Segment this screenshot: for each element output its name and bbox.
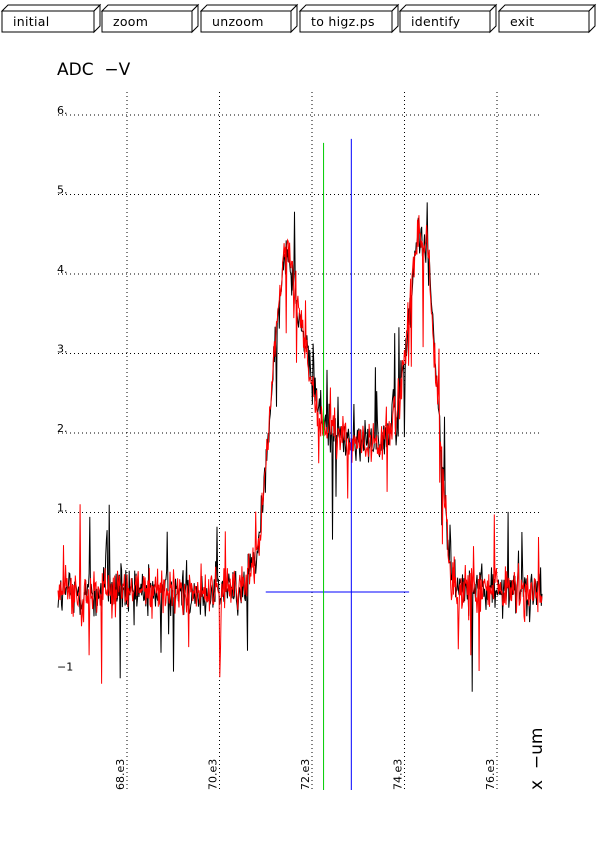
y-tick-label-2: 2. — [57, 422, 68, 435]
y-tick-label-4: 4. — [57, 263, 68, 276]
x-tick-label-2: 72.e3 — [299, 759, 312, 790]
initial-button-label: initial — [13, 14, 50, 29]
unzoom-button-label: unzoom — [212, 14, 264, 29]
y-tick-label-5: 5. — [57, 184, 68, 197]
zoom-button[interactable]: zoom — [100, 3, 200, 34]
x-axis-label: x −um — [527, 728, 547, 790]
tick-labels: 68.e3 70.e3 72.e3 74.e3 76.e3 −1 1. 2. 3. 4. 5. 6. — [57, 104, 497, 790]
to-higz-ps-button-label: to higz.ps — [311, 14, 375, 29]
trace-black — [57, 202, 543, 692]
identify-button[interactable]: identify — [398, 3, 498, 34]
to-higz-ps-button[interactable]: to higz.ps — [298, 3, 400, 34]
x-tick-label-4: 76.e3 — [484, 759, 497, 790]
initial-button[interactable]: initial — [0, 3, 102, 34]
exit-button[interactable]: exit — [497, 3, 597, 34]
x-tick-label-0: 68.e3 — [114, 759, 127, 790]
grid — [58, 92, 542, 790]
y-tick-label-6: 6. — [57, 104, 68, 117]
y-axis-label: ADC −V — [57, 60, 131, 80]
zoom-button-label: zoom — [113, 14, 149, 29]
identify-button-label: identify — [411, 14, 461, 29]
traces — [57, 202, 543, 692]
exit-button-label: exit — [510, 14, 535, 29]
toolbar: initial zoom unzoom to higz.ps identify … — [0, 0, 600, 36]
x-tick-label-3: 74.e3 — [392, 759, 405, 790]
trace-red — [57, 215, 543, 684]
y-tick-label-0: −1 — [57, 661, 73, 674]
y-tick-label-1: 1. — [57, 502, 68, 515]
x-tick-label-1: 70.e3 — [207, 759, 220, 790]
unzoom-button[interactable]: unzoom — [199, 3, 299, 34]
y-tick-label-3: 3. — [57, 343, 68, 356]
marker-lines — [265, 138, 410, 790]
